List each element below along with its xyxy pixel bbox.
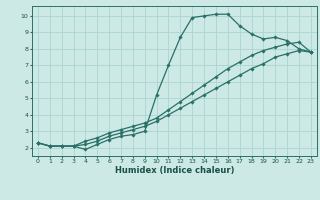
X-axis label: Humidex (Indice chaleur): Humidex (Indice chaleur) bbox=[115, 166, 234, 175]
